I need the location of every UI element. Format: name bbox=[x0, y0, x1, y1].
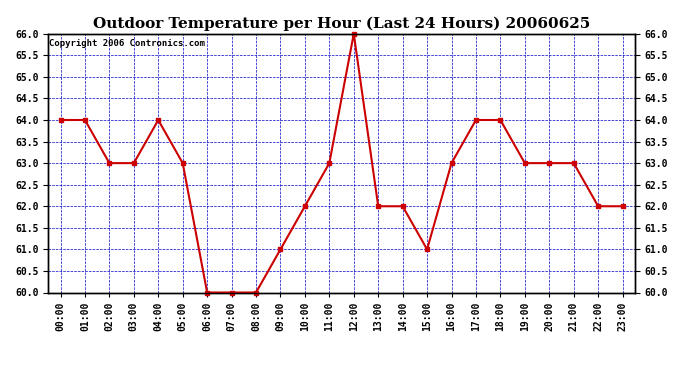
Title: Outdoor Temperature per Hour (Last 24 Hours) 20060625: Outdoor Temperature per Hour (Last 24 Ho… bbox=[93, 17, 590, 31]
Text: Copyright 2006 Contronics.com: Copyright 2006 Contronics.com bbox=[50, 39, 206, 48]
